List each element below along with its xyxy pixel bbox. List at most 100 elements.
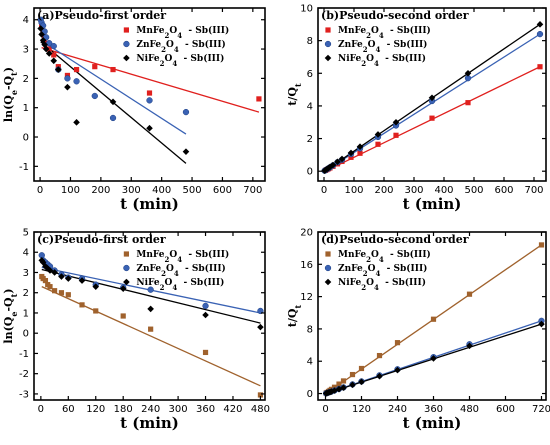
data-point-a-1-13 bbox=[182, 108, 190, 116]
data-point-b-0-9 bbox=[375, 141, 381, 147]
data-point-d-0-6 bbox=[336, 381, 342, 387]
y-tick-label-b-4: 8 bbox=[307, 36, 313, 47]
data-point-c-2-4 bbox=[46, 267, 54, 274]
data-point-c-0-6 bbox=[58, 290, 65, 296]
data-point-d-0-14 bbox=[538, 242, 545, 248]
data-point-a-1-10 bbox=[91, 92, 98, 100]
legend-label-b-0: MnFe2O4 - Sb(III) bbox=[338, 25, 431, 40]
y-tick-label-a-5: 4 bbox=[23, 15, 29, 26]
y-tick-label-a-3: 2 bbox=[23, 74, 29, 85]
data-point-b-0-8 bbox=[357, 150, 363, 156]
legend-marker-a-0 bbox=[123, 27, 129, 33]
fit-line-a-1 bbox=[40, 39, 187, 135]
fit-line-a-0 bbox=[41, 46, 260, 113]
y-tick-label-c-2: -1 bbox=[19, 349, 29, 360]
x-tick-label-c-1: 60 bbox=[62, 404, 75, 415]
y-tick-label-c-8: 5 bbox=[23, 228, 29, 239]
x-tick-label-b-5: 500 bbox=[464, 185, 483, 196]
x-tick-label-c-3: 180 bbox=[114, 404, 133, 415]
x-tick-label-b-3: 300 bbox=[404, 185, 423, 196]
data-point-c-1-11 bbox=[147, 286, 154, 293]
data-point-d-0-9 bbox=[358, 365, 365, 372]
data-point-b-2-6 bbox=[334, 158, 341, 166]
data-point-c-2-7 bbox=[65, 275, 72, 282]
legend-marker-a-1 bbox=[123, 40, 130, 48]
x-tick-label-b-1: 100 bbox=[344, 185, 363, 196]
x-tick-label-a-4: 400 bbox=[152, 185, 171, 196]
y-tick-label-a-1: 0 bbox=[23, 133, 29, 144]
data-point-c-2-9 bbox=[92, 283, 100, 290]
legend-marker-d-2 bbox=[324, 278, 332, 286]
x-tick-label-d-5: 600 bbox=[496, 404, 515, 415]
data-point-a-0-5 bbox=[51, 52, 57, 58]
data-point-d-0-10 bbox=[376, 352, 383, 359]
legend-marker-c-0 bbox=[123, 251, 129, 257]
data-point-c-1-12 bbox=[202, 302, 209, 310]
y-tick-label-b-1: 2 bbox=[307, 134, 313, 145]
panel-title-c: (c)Pseudo-first order bbox=[37, 233, 166, 246]
x-tick-label-c-8: 480 bbox=[251, 404, 270, 415]
y-axis-title-d: t/Qt bbox=[286, 305, 303, 328]
data-point-a-2-10 bbox=[109, 98, 117, 106]
x-tick-label-b-0: 0 bbox=[321, 185, 327, 196]
data-point-c-0-12 bbox=[202, 349, 209, 356]
data-point-d-2-13 bbox=[466, 342, 473, 350]
panel-title-b: (b)Pseudo-second order bbox=[321, 9, 469, 22]
panel-a: 0 100 200 300 400 500 600 700 -1 0 1 2 3 4 t (min) ln(Q… bbox=[2, 7, 266, 213]
x-axis-title-b: t (min) bbox=[403, 195, 462, 213]
x-tick-label-a-0: 0 bbox=[37, 185, 43, 196]
data-point-a-0-12 bbox=[256, 96, 262, 102]
data-point-a-0-8 bbox=[73, 66, 80, 73]
x-tick-label-b-7: 700 bbox=[524, 185, 543, 196]
x-tick-label-d-1: 120 bbox=[352, 404, 371, 415]
data-point-c-2-6 bbox=[58, 273, 65, 280]
legend-marker-b-0 bbox=[325, 27, 331, 33]
y-tick-label-c-6: 3 bbox=[23, 268, 29, 279]
y-tick-label-d-4: 16 bbox=[300, 260, 313, 271]
data-point-d-0-11 bbox=[394, 340, 401, 346]
data-point-d-2-11 bbox=[394, 366, 401, 374]
plot-frame-c bbox=[33, 231, 266, 401]
y-tick-label-c-1: -2 bbox=[19, 369, 29, 380]
data-point-d-2-10 bbox=[376, 372, 383, 380]
data-point-a-2-9 bbox=[73, 119, 80, 126]
data-point-d-0-12 bbox=[430, 316, 437, 322]
y-tick-label-a-2: 1 bbox=[23, 103, 29, 114]
data-point-a-1-9 bbox=[73, 78, 80, 85]
data-point-a-2-1 bbox=[38, 31, 45, 38]
x-tick-label-c-4: 240 bbox=[141, 404, 160, 415]
data-point-b-2-8 bbox=[347, 149, 355, 157]
fit-line-c-0 bbox=[41, 286, 261, 387]
x-tick-label-d-0: 0 bbox=[322, 404, 328, 415]
data-point-c-0-5 bbox=[51, 288, 58, 294]
data-point-c-2-8 bbox=[78, 277, 86, 284]
y-axis-title-b: t/Qt bbox=[286, 83, 303, 106]
y-axis-title-a: ln(Qe-Qt) bbox=[2, 67, 19, 122]
data-point-b-0-11 bbox=[429, 115, 435, 121]
x-tick-label-a-1: 100 bbox=[61, 185, 80, 196]
y-tick-label-b-3: 6 bbox=[307, 69, 313, 80]
data-point-c-0-4 bbox=[47, 284, 53, 290]
data-point-c-0-9 bbox=[93, 308, 99, 314]
data-point-c-0-7 bbox=[65, 292, 71, 298]
y-tick-label-d-0: 0 bbox=[307, 389, 313, 400]
data-point-d-2-8 bbox=[349, 381, 356, 389]
data-point-c-2-13 bbox=[257, 323, 264, 331]
panel-b: 0 100 200 300 400 500 600 700 0 2 4 6 8 10 t (min) t/Qt… bbox=[286, 4, 547, 213]
x-tick-label-c-0: 0 bbox=[38, 404, 44, 415]
data-point-c-0-8 bbox=[79, 302, 85, 308]
y-axis-title-c: ln(Qe-Qt) bbox=[2, 288, 19, 343]
data-point-d-0-13 bbox=[466, 291, 473, 297]
panel-d: 0 120 240 360 480 600 720 0 4 8 12 16 20 t (min) t/Qt (… bbox=[286, 228, 550, 433]
data-point-b-2-10 bbox=[374, 131, 382, 138]
y-tick-label-d-3: 12 bbox=[300, 292, 313, 303]
legend-marker-c-1 bbox=[123, 264, 130, 272]
legend-marker-c-2 bbox=[123, 278, 130, 286]
y-tick-label-d-1: 4 bbox=[307, 357, 313, 368]
y-tick-label-c-4: 1 bbox=[23, 308, 29, 319]
x-tick-label-b-6: 600 bbox=[494, 185, 513, 196]
panel-title-d: (d)Pseudo-second order bbox=[321, 233, 469, 246]
data-point-c-2-0 bbox=[38, 257, 46, 264]
